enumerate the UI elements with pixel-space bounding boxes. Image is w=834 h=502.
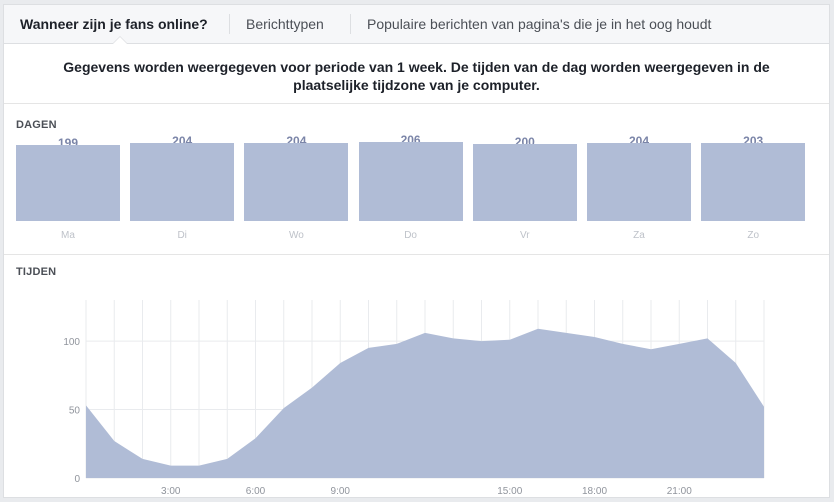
active-tab-caret-fill <box>113 37 127 44</box>
tab-separator <box>350 14 351 34</box>
hour-data-point[interactable] <box>168 463 174 469</box>
timezone-notice: Gegevens worden weergegeven voor periode… <box>4 44 829 104</box>
day-bar[interactable] <box>244 142 349 221</box>
hour-data-point[interactable] <box>337 360 343 366</box>
day-name-label: Do <box>404 230 417 241</box>
day-column-za: 204 Za <box>587 133 691 241</box>
day-column-ma: 199 Ma <box>16 133 120 241</box>
hour-data-point[interactable] <box>761 404 767 410</box>
hour-data-point[interactable] <box>592 334 598 340</box>
day-name-label: Vr <box>519 230 530 241</box>
day-column-do: 206 Do <box>358 133 463 241</box>
hour-data-point[interactable] <box>196 463 202 469</box>
hour-data-point[interactable] <box>83 402 89 408</box>
x-tick-label: 6:00 <box>246 486 266 497</box>
tab-post-types[interactable]: Berichttypen <box>246 16 324 32</box>
day-bar[interactable] <box>130 142 235 221</box>
day-name-label: Di <box>177 230 187 241</box>
day-name-label: Zo <box>747 230 760 241</box>
x-tick-label: 9:00 <box>331 486 351 497</box>
x-tick-label: 21:00 <box>667 486 692 497</box>
hour-data-point[interactable] <box>648 346 654 352</box>
day-name-label: Wo <box>288 230 304 241</box>
days-section-label: DAGEN <box>16 119 57 131</box>
day-column-zo: 203 Zo <box>701 133 806 241</box>
day-name-label: Ma <box>61 230 75 241</box>
hour-data-point[interactable] <box>253 435 259 441</box>
times-section-label: TIJDEN <box>16 266 57 278</box>
tab-top-posts-watched-pages[interactable]: Populaire berichten van pagina's die je … <box>367 16 712 32</box>
day-column-di: 204 Di <box>130 133 235 241</box>
x-tick-label: 15:00 <box>497 486 522 497</box>
online-fans-area <box>86 328 764 478</box>
hour-data-point[interactable] <box>479 338 485 344</box>
day-column-vr: 200 Vr <box>472 133 577 241</box>
hour-data-point[interactable] <box>563 330 569 336</box>
tab-separator <box>229 14 230 34</box>
day-column-wo: 204 Wo <box>244 133 349 241</box>
times-area-chart: 0 50 100 3:00 6:00 9:00 15:00 18:00 21:00 <box>63 300 767 497</box>
day-bar[interactable] <box>16 144 120 221</box>
hour-data-point[interactable] <box>224 456 230 462</box>
hour-data-point[interactable] <box>676 341 682 347</box>
page-insights-panel: Wanneer zijn je fans online? Berichttype… <box>3 4 830 498</box>
section-divider <box>4 254 829 255</box>
hour-data-point[interactable] <box>705 335 711 341</box>
hour-data-point[interactable] <box>422 330 428 336</box>
hour-data-point[interactable] <box>535 326 541 332</box>
hour-data-point[interactable] <box>394 341 400 347</box>
hour-data-point[interactable] <box>450 335 456 341</box>
x-tick-label: 3:00 <box>161 486 181 497</box>
y-tick-label: 50 <box>69 406 81 417</box>
y-tick-label: 0 <box>74 474 80 485</box>
hour-data-point[interactable] <box>281 405 287 411</box>
day-bar[interactable] <box>358 142 463 221</box>
hour-data-point[interactable] <box>366 345 372 351</box>
tab-fans-online[interactable]: Wanneer zijn je fans online? <box>20 16 208 32</box>
hour-data-point[interactable] <box>620 341 626 347</box>
day-bar[interactable] <box>472 144 577 221</box>
day-bar[interactable] <box>701 143 806 221</box>
day-bar[interactable] <box>587 142 691 221</box>
x-tick-label: 18:00 <box>582 486 607 497</box>
hour-data-point[interactable] <box>111 438 117 444</box>
day-name-label: Za <box>633 230 645 241</box>
tab-bar: Wanneer zijn je fans online? Berichttype… <box>4 5 829 44</box>
hour-data-point[interactable] <box>733 360 739 366</box>
hour-data-point[interactable] <box>507 337 513 343</box>
hour-data-point[interactable] <box>140 456 146 462</box>
hour-data-point[interactable] <box>309 385 315 391</box>
y-tick-label: 100 <box>63 337 80 348</box>
